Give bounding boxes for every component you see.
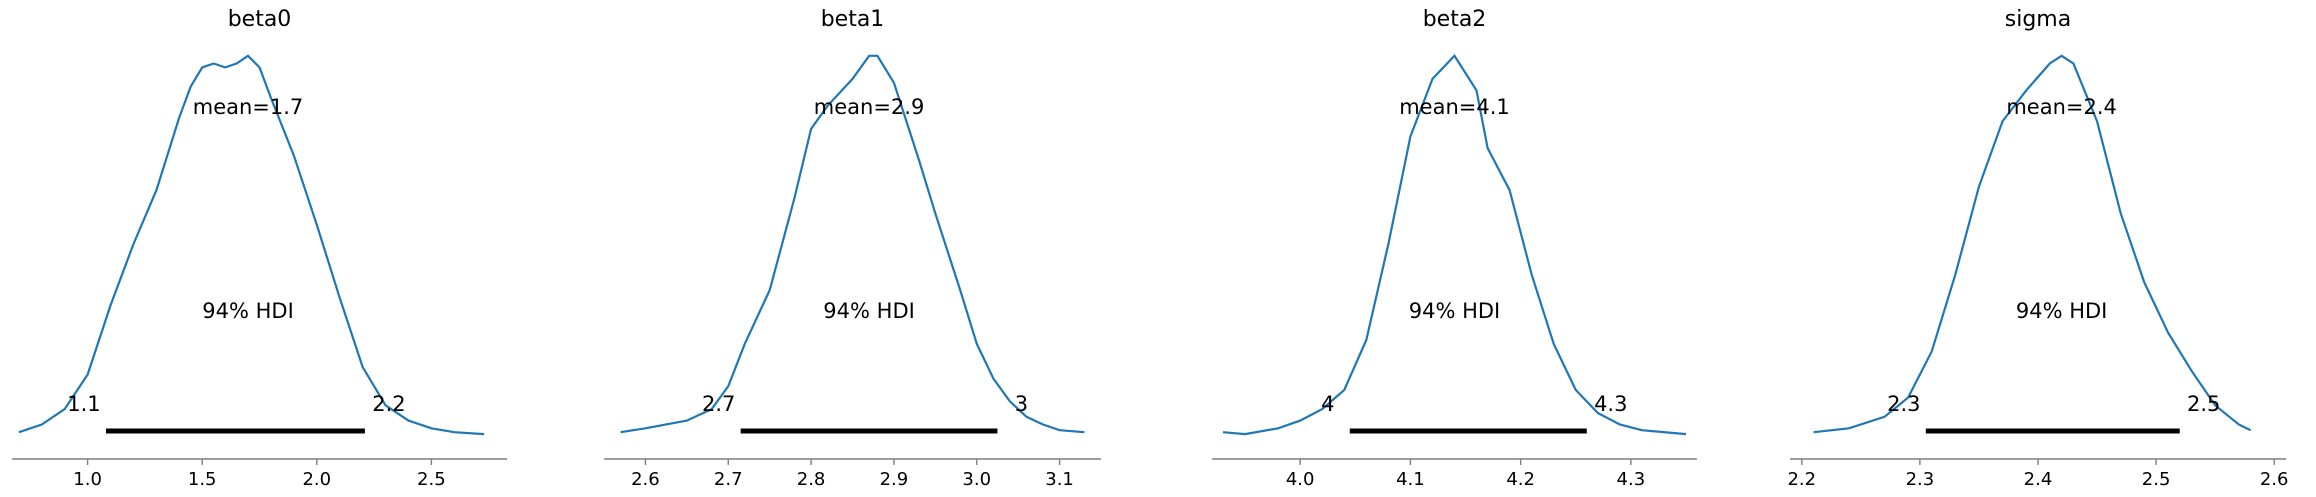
x-tick-label: 4.2: [1506, 469, 1535, 490]
density-curve: [1813, 54, 2252, 434]
panel-title: beta1: [821, 7, 885, 32]
density-curve: [620, 54, 1085, 434]
x-tick-label: 2.4: [2024, 469, 2053, 490]
hdi-high-label: 4.3: [1594, 392, 1627, 416]
x-tick-label: 2.2: [1787, 469, 1816, 490]
panel-sigma: sigma mean=2.4 94% HDI 2.3 2.5 2.2 2.3 2.4 2.5 2.…: [1787, 7, 2288, 490]
x-tick-label: 2.0: [302, 469, 331, 490]
panel-beta1: beta1 mean=2.9 94% HDI 2.7 3 2.6 2.7 2.8 2.9 3.0 3…: [604, 7, 1101, 490]
x-tick-label: 2.8: [797, 469, 826, 490]
x-tick-label: 2.7: [714, 469, 743, 490]
density-curve: [18, 54, 485, 436]
x-tick-label: 4.3: [1617, 469, 1646, 490]
hdi-high-label: 2.5: [2187, 392, 2220, 416]
hdi-high-label: 3: [1015, 392, 1028, 416]
x-tick-label: 2.6: [631, 469, 660, 490]
panel-beta2: beta2 mean=4.1 94% HDI 4 4.3 4.0 4.1 4.2 4.3: [1212, 7, 1697, 490]
x-tick-label: 4.0: [1286, 469, 1315, 490]
x-tick-label: 4.1: [1396, 469, 1425, 490]
hdi-label: 94% HDI: [202, 299, 294, 323]
panel-beta0: beta0 mean=1.7 94% HDI 1.1 2.2 1.0 1.5 2.0 2.5: [12, 7, 507, 490]
hdi-high-label: 2.2: [372, 392, 405, 416]
hdi-low-label: 4: [1321, 392, 1334, 416]
panel-title: beta0: [228, 7, 292, 32]
x-tick-label: 2.5: [417, 469, 446, 490]
x-tick-label: 2.9: [880, 469, 909, 490]
hdi-label: 94% HDI: [823, 299, 915, 323]
x-tick-label: 2.3: [1906, 469, 1935, 490]
mean-label: mean=2.9: [814, 95, 925, 119]
mean-label: mean=1.7: [193, 95, 304, 119]
mean-label: mean=2.4: [2006, 95, 2117, 119]
panel-title: beta2: [1423, 7, 1487, 32]
hdi-label: 94% HDI: [2016, 299, 2108, 323]
x-tick-label: 3.1: [1045, 469, 1074, 490]
hdi-low-label: 1.1: [67, 392, 100, 416]
x-tick-label: 1.5: [188, 469, 217, 490]
mean-label: mean=4.1: [1399, 95, 1510, 119]
hdi-low-label: 2.7: [702, 392, 735, 416]
x-tick-label: 2.6: [2260, 469, 2289, 490]
hdi-low-label: 2.3: [1887, 392, 1920, 416]
x-tick-label: 1.0: [73, 469, 102, 490]
panel-title: sigma: [2005, 7, 2071, 32]
x-tick-label: 3.0: [962, 469, 991, 490]
density-curve: [1222, 54, 1687, 436]
hdi-label: 94% HDI: [1409, 299, 1501, 323]
x-tick-label: 2.5: [2142, 469, 2171, 490]
